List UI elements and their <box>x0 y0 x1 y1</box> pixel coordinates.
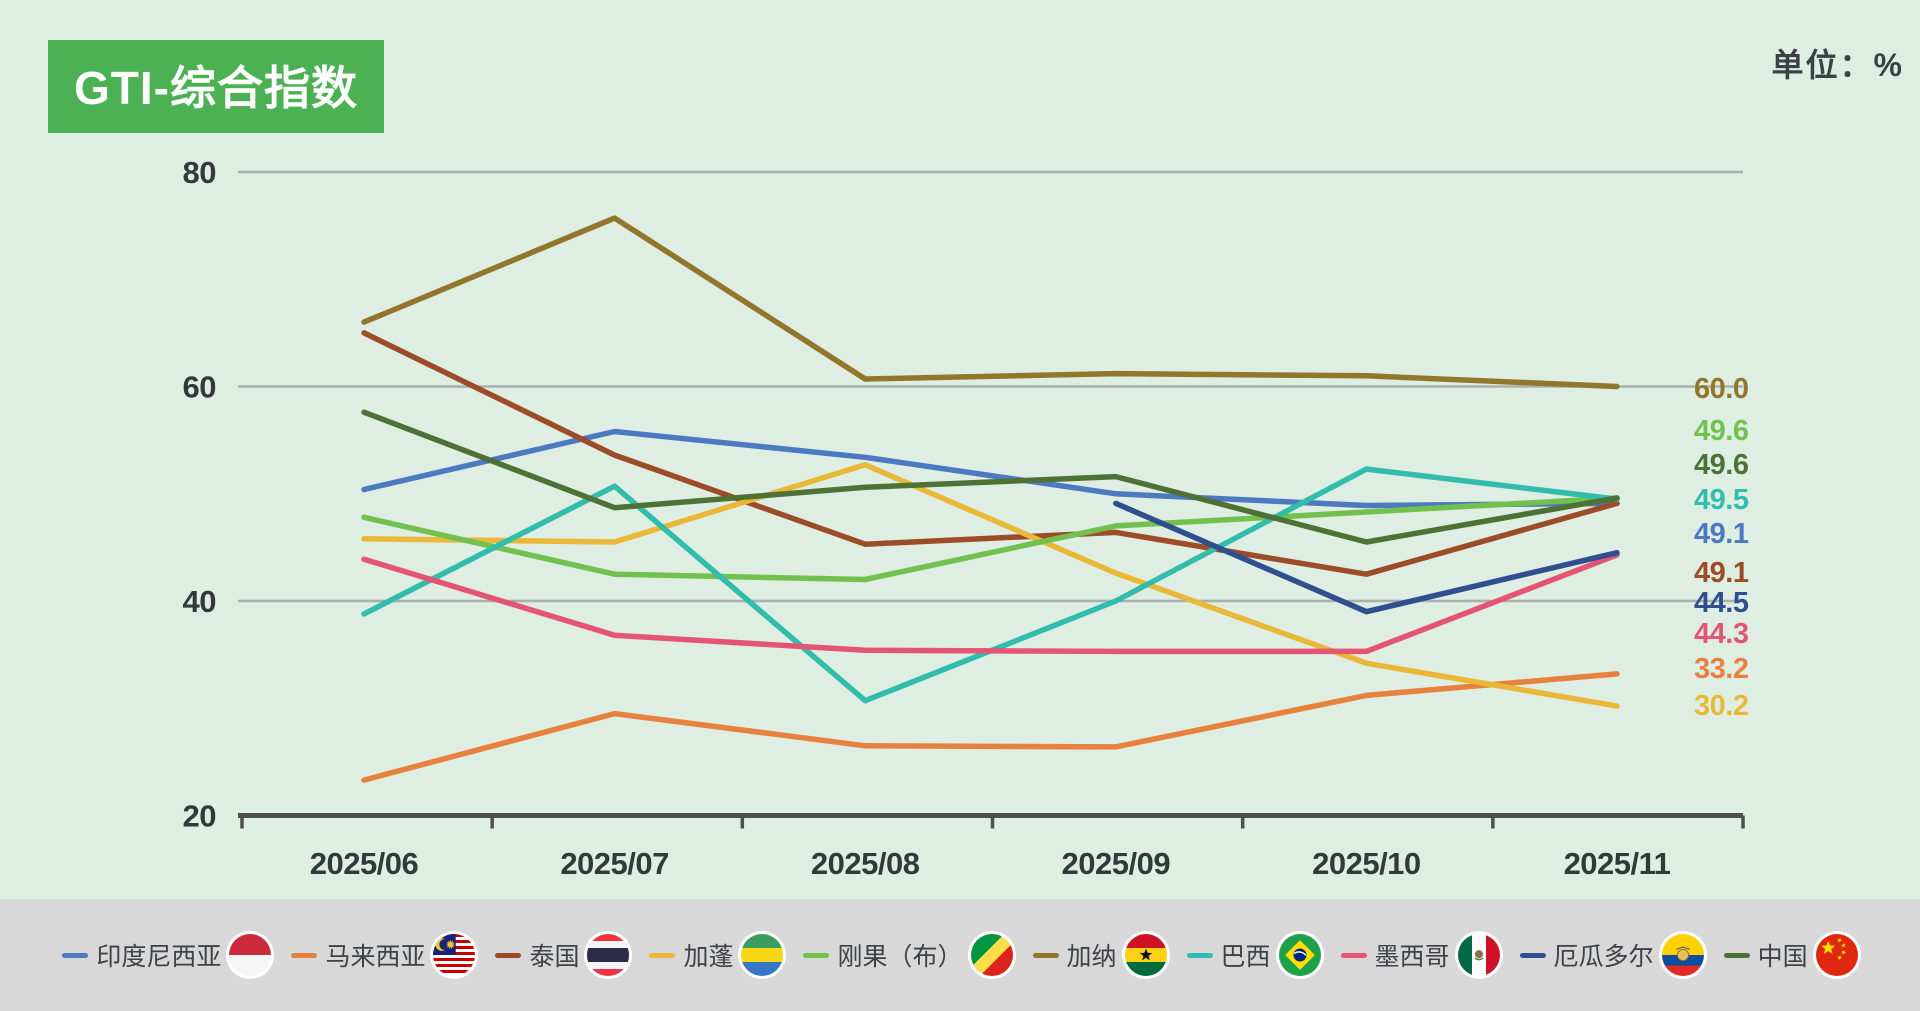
series-end-value-label: 33.2 <box>1694 653 1748 685</box>
legend-line-swatch <box>495 952 522 958</box>
series-line-thailand <box>361 330 1620 577</box>
legend-item-label: 印度尼西亚 <box>96 943 222 971</box>
legend-item-ecuador: 厄瓜多尔 <box>1519 934 1704 976</box>
legend-item-label: 泰国 <box>529 943 580 971</box>
flag-icon <box>587 934 630 976</box>
legend-item-label: 加蓬 <box>683 943 734 971</box>
legend-line-swatch <box>1723 952 1750 958</box>
legend-line-swatch <box>803 952 830 958</box>
legend-line-swatch <box>649 952 676 958</box>
legend-line-swatch <box>1340 952 1367 958</box>
legend-item-malaysia: 马来西亚 <box>291 934 476 976</box>
congo-flag-icon <box>970 934 1013 976</box>
y-axis-tick-label: 60 <box>183 370 216 405</box>
legend-item-label: 加纳 <box>1066 943 1117 971</box>
malaysia-flag-icon <box>433 934 476 976</box>
indonesia-flag-icon <box>229 934 272 976</box>
legend-item-label: 刚果（布） <box>837 943 963 971</box>
series-end-value-label: 30.2 <box>1694 690 1748 722</box>
unit-label: 单位：% <box>1771 47 1904 83</box>
x-axis-month-label: 2025/08 <box>811 846 920 881</box>
legend-line-swatch <box>1032 952 1059 958</box>
legend-line-swatch <box>62 952 89 958</box>
series-line-ghana <box>361 215 1620 390</box>
brazil-flag-icon <box>1278 934 1321 976</box>
flag-icon <box>741 934 784 976</box>
series-line-indonesia <box>361 428 1620 509</box>
flag-icon <box>1815 934 1858 976</box>
legend-item-ghana: 加纳 <box>1032 934 1167 976</box>
legend-item-label: 墨西哥 <box>1374 943 1450 971</box>
legend-line-swatch <box>1186 952 1213 958</box>
legend-item-indonesia: 印度尼西亚 <box>62 934 272 976</box>
x-axis-month-label: 2025/07 <box>560 846 669 881</box>
ecuador-flag-icon <box>1661 934 1704 976</box>
series-end-value-label: 44.5 <box>1694 587 1749 619</box>
flag-icon <box>1457 934 1500 976</box>
flag-icon <box>970 934 1013 976</box>
legend-item-label: 马来西亚 <box>325 943 426 971</box>
china-flag-icon <box>1815 934 1858 976</box>
page-title: GTI-综合指数 <box>48 40 384 133</box>
legend-item-brazil: 巴西 <box>1186 934 1321 976</box>
series-line-gabon <box>361 462 1620 709</box>
flag-icon <box>1278 934 1321 976</box>
composite-index-line-chart: 80 60 40 20 2025/06 2025/07 2025/08 2025/09 2025… <box>183 155 1750 881</box>
ghana-flag-icon <box>1124 934 1167 976</box>
series-end-value-label: 49.1 <box>1694 518 1749 550</box>
thailand-flag-icon <box>587 934 630 976</box>
series-end-value-label: 49.6 <box>1694 415 1749 447</box>
x-axis-month-label: 2025/11 <box>1564 846 1671 881</box>
flag-icon <box>1124 934 1167 976</box>
y-axis-tick-label: 20 <box>183 799 216 834</box>
series-line-congo <box>361 495 1620 583</box>
flag-icon <box>433 934 476 976</box>
series-end-value-label: 49.6 <box>1694 449 1749 481</box>
series-line-ecuador <box>1113 500 1620 615</box>
legend-item-china: 中国 <box>1723 934 1858 976</box>
y-axis-tick-label: 80 <box>183 155 216 190</box>
series-line-china <box>361 409 1620 545</box>
series-line-malaysia <box>361 671 1620 783</box>
x-axis-month-label: 2025/09 <box>1062 846 1171 881</box>
legend-item-label: 中国 <box>1757 943 1808 971</box>
legend-item-mexico: 墨西哥 <box>1340 934 1500 976</box>
y-axis-tick-label: 40 <box>183 584 216 619</box>
flag-icon <box>229 934 272 976</box>
legend-item-thailand: 泰国 <box>495 934 630 976</box>
legend: 印度尼西亚 马来西亚 泰国 加蓬 刚果（布） 加纳 巴西 墨西哥 厄瓜多尔 中国 <box>0 899 1920 1011</box>
gabon-flag-icon <box>741 934 784 976</box>
legend-item-label: 巴西 <box>1220 943 1271 971</box>
series-end-value-label: 60.0 <box>1694 373 1748 405</box>
x-axis-month-label: 2025/06 <box>310 846 419 881</box>
series-end-value-label: 49.1 <box>1694 557 1749 589</box>
series-end-value-label: 44.3 <box>1694 618 1749 650</box>
legend-line-swatch <box>1519 952 1546 958</box>
flag-icon <box>1661 934 1704 976</box>
series-end-value-label: 49.5 <box>1694 484 1749 516</box>
mexico-flag-icon <box>1457 934 1500 976</box>
x-axis-month-label: 2025/10 <box>1312 846 1421 881</box>
legend-line-swatch <box>291 952 318 958</box>
legend-item-label: 厄瓜多尔 <box>1553 943 1654 971</box>
legend-item-congo: 刚果（布） <box>803 934 1013 976</box>
series-line-mexico <box>361 552 1620 655</box>
legend-item-gabon: 加蓬 <box>649 934 784 976</box>
